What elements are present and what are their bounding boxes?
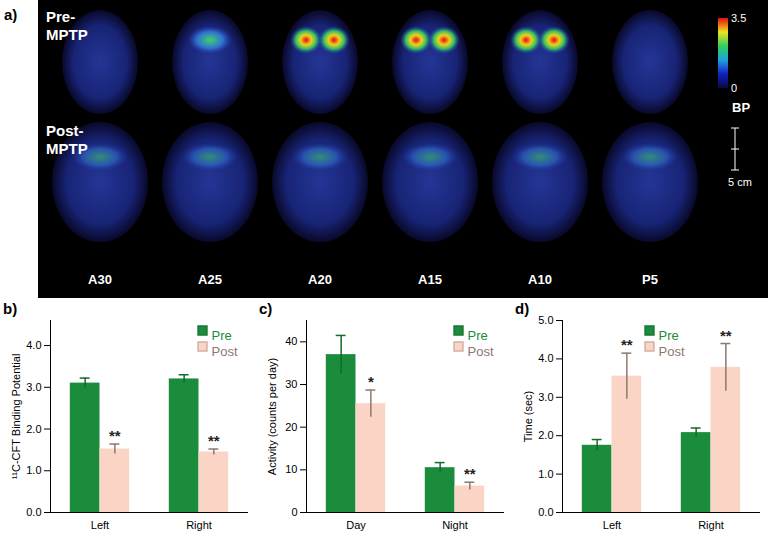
svg-text:1.0: 1.0	[26, 464, 41, 476]
svg-text:0: 0	[291, 506, 297, 518]
svg-text:Time (sec): Time (sec)	[522, 391, 534, 443]
svg-text:A15: A15	[418, 272, 442, 287]
svg-text:3.5: 3.5	[731, 12, 746, 24]
svg-text:0.0: 0.0	[538, 506, 553, 518]
svg-text:20: 20	[285, 421, 297, 433]
html-text:b): b)	[3, 300, 18, 317]
svg-text:A10: A10	[528, 272, 552, 287]
svg-text:Day: Day	[346, 519, 366, 531]
svg-text:4.0: 4.0	[26, 339, 41, 351]
svg-text:¹¹C-CFT Binding Potential: ¹¹C-CFT Binding Potential	[10, 354, 22, 480]
svg-text:**: **	[109, 427, 121, 444]
svg-text:Right: Right	[186, 519, 212, 531]
svg-text:Pre: Pre	[659, 328, 679, 343]
svg-text:**: **	[720, 327, 732, 344]
svg-text:*: *	[368, 373, 374, 390]
svg-text:**: **	[621, 336, 633, 353]
svg-text:A30: A30	[88, 272, 112, 287]
svg-text:2.0: 2.0	[26, 423, 41, 435]
svg-text:Left: Left	[91, 519, 109, 531]
svg-text:**: **	[464, 465, 476, 482]
svg-text:3.0: 3.0	[26, 381, 41, 393]
svg-text:0.0: 0.0	[26, 506, 41, 518]
svg-text:40: 40	[285, 335, 297, 347]
svg-text:Left: Left	[603, 519, 621, 531]
html-text:c): c)	[259, 300, 273, 317]
svg-text:2.0: 2.0	[538, 429, 553, 441]
svg-text:Pre: Pre	[212, 328, 232, 343]
svg-text:Post: Post	[468, 344, 494, 359]
svg-text:5 cm: 5 cm	[728, 176, 752, 188]
svg-text:Night: Night	[442, 519, 468, 531]
svg-text:3.0: 3.0	[538, 391, 553, 403]
svg-text:P5: P5	[642, 272, 658, 287]
svg-text:A25: A25	[198, 272, 222, 287]
svg-text:10: 10	[285, 463, 297, 475]
svg-text:Post-MPTP: Post-MPTP	[46, 122, 88, 157]
svg-text:a): a)	[4, 6, 17, 23]
svg-text:Post: Post	[212, 344, 238, 359]
svg-text:Post: Post	[659, 344, 685, 359]
svg-text:Activity (counts per day): Activity (counts per day)	[266, 358, 278, 475]
svg-text:4.0: 4.0	[538, 352, 553, 364]
svg-text:Right: Right	[698, 519, 724, 531]
svg-text:BP: BP	[732, 100, 750, 115]
svg-text:Pre: Pre	[468, 328, 488, 343]
svg-text:0: 0	[731, 82, 737, 94]
svg-text:1.0: 1.0	[538, 468, 553, 480]
svg-text:**: **	[208, 432, 220, 449]
svg-text:5.0: 5.0	[538, 314, 553, 326]
svg-text:A20: A20	[308, 272, 332, 287]
svg-text:Pre-MPTP: Pre-MPTP	[46, 8, 88, 43]
html-text:d): d)	[515, 300, 530, 317]
svg-text:30: 30	[285, 378, 297, 390]
